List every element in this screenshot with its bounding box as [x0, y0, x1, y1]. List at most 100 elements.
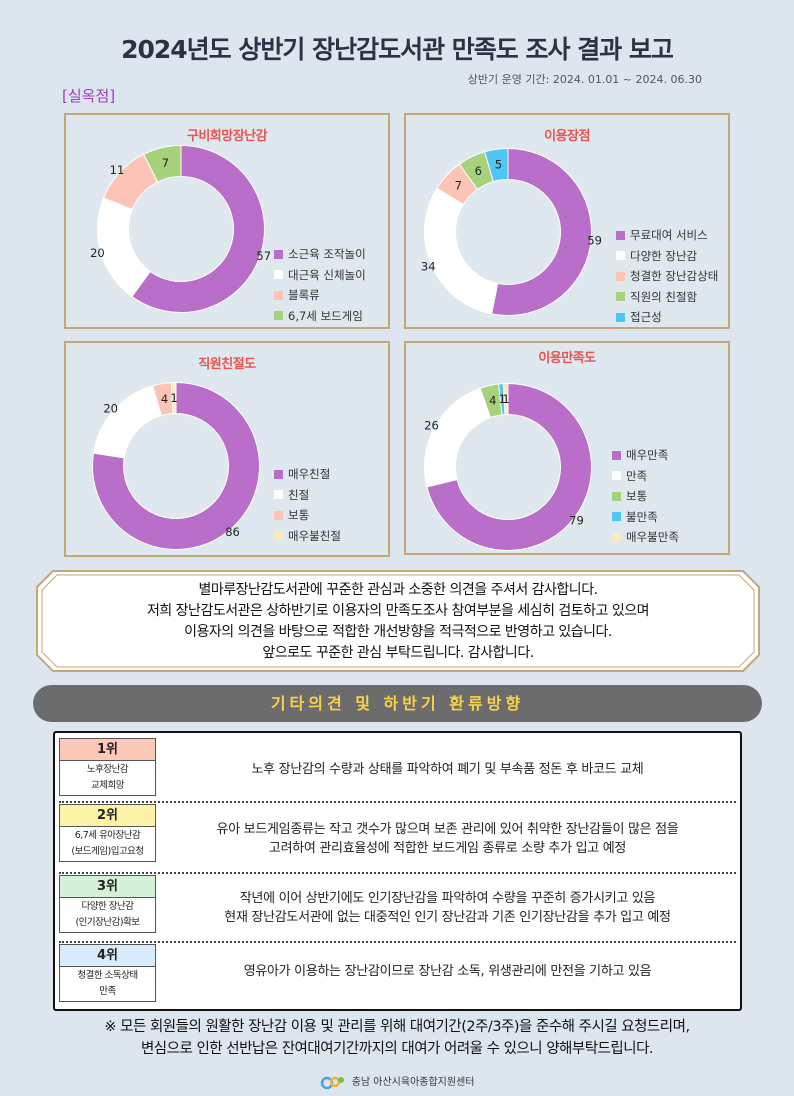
chart-title: 직원친절도: [198, 357, 256, 372]
legend-swatch: [616, 230, 625, 240]
chart-card-desired-toys: 구비희망장난감 57 20 11 7 소근육 조작놀이 대근육 신체놀이 블록류 6,7세 …: [64, 113, 390, 329]
slice-value-label: 57: [256, 249, 271, 263]
chart-legend: 소근육 조작놀이 대근육 신체놀이 블록류 6,7세 보드게임: [274, 244, 366, 326]
legend-item: 블록류: [274, 285, 366, 306]
legend-item: 대근육 신체놀이: [274, 265, 366, 286]
legend-swatch: [616, 271, 625, 281]
legend-swatch: [274, 290, 283, 300]
rank-label: 4위: [60, 945, 155, 967]
thank-you-message: 별마루장난감도서관에 꾸준한 관심과 소중한 의견을 주셔서 감사합니다. 저희…: [33, 567, 763, 675]
legend-item: 보통: [612, 486, 679, 507]
row-text: 영유아가 이용하는 장난감이므로 장난감 소독, 위생관리에 만전을 기하고 있…: [243, 964, 652, 979]
slice-value-label: 79: [569, 514, 584, 528]
section-banner: 기타의견 및 하반기 환류방향: [33, 685, 762, 722]
legend-item: 만족: [612, 466, 679, 487]
legend-swatch: [274, 531, 283, 541]
legend-swatch: [612, 471, 621, 481]
legend-label: 매우불만족: [626, 530, 679, 545]
rank-desc: 청결한 소독상태: [77, 970, 138, 981]
rank-box: 1위 노후장난감 교체희망: [59, 738, 156, 796]
rank-label: 1위: [60, 739, 155, 761]
slice-value-label: 1: [499, 392, 506, 406]
donut-slice: [170, 381, 177, 415]
legend-item: 소근육 조작놀이: [274, 244, 366, 265]
legend-swatch: [616, 292, 625, 302]
legend-swatch: [274, 490, 283, 500]
legend-item: 불만족: [612, 507, 679, 528]
legend-label: 청결한 장난감상태: [630, 269, 719, 284]
operating-period: 상반기 운영 기간: 2024. 01.01 ~ 2024. 06.30: [467, 73, 702, 86]
slice-value-label: 1: [502, 392, 509, 406]
notice-line: 변심으로 인한 선반납은 잔여대여기간까지의 대여가 어려울 수 있으니 양해부…: [140, 1041, 654, 1057]
slice-value-label: 7: [455, 179, 462, 193]
table-row: 2위 6,7세 유아장난감 (보드게임)입고요청 유아 보드게임종류는 작고 갯수…: [55, 804, 740, 872]
row-divider: [59, 801, 736, 803]
notice-line: ※ 모든 회원들의 원활한 장난감 이용 및 관리를 위해 대여기간(2주/3주…: [104, 1019, 690, 1035]
slice-value-label: 26: [424, 419, 439, 433]
rank-desc: 6,7세 유아장난감: [74, 830, 141, 841]
slice-value-label: 1: [170, 391, 177, 405]
slice-value-label: 4: [489, 394, 496, 408]
slice-value-label: 6: [475, 164, 482, 178]
donut-slice: [424, 387, 492, 488]
legend-item: 직원의 친절함: [616, 287, 718, 308]
donut-slice: [484, 147, 509, 183]
slice-value-label: 86: [225, 525, 240, 539]
legend-swatch: [612, 491, 621, 501]
legend-label: 매우만족: [626, 448, 669, 463]
donut-slice: [92, 381, 260, 550]
chart-title: 이용장점: [544, 129, 590, 144]
rank-desc: 교체희망: [91, 780, 124, 791]
legend-label: 불만족: [626, 509, 658, 524]
legend-item: 청결한 장난감상태: [616, 266, 718, 287]
donut-chart: 86 20 4 1: [92, 381, 260, 550]
legend-swatch: [612, 450, 621, 460]
row-text: 노후 장난감의 수량과 상태를 파악하여 폐기 및 부속품 정돈 후 바코드 교…: [251, 762, 644, 777]
donut-slice: [143, 144, 182, 183]
slice-value-label: 11: [110, 163, 125, 177]
legend-item: 접근성: [616, 307, 718, 328]
legend-label: 매우불친절: [288, 528, 341, 543]
legend-item: 매우만족: [612, 445, 679, 466]
legend-swatch: [274, 311, 283, 321]
center-logo-icon: [320, 1076, 344, 1090]
feedback-table: 1위 노후장난감 교체희망 노후 장난감의 수량과 상태를 파악하여 폐기 및 부…: [53, 731, 742, 1011]
legend-label: 직원의 친절함: [630, 289, 698, 304]
donut-slice: [97, 197, 151, 298]
slice-value-label: 5: [495, 158, 502, 172]
table-row: 3위 다양한 장난감 (인기장난감)확보 작년에 이어 상반기에도 인기장난감을 …: [55, 875, 740, 941]
rank-desc: (보드게임)입고요청: [71, 846, 144, 857]
legend-swatch: [274, 249, 283, 259]
chart-card-advantages: 이용장점 59 34 7 6 5 무료대여 서비스 다양한 장난감 청결한 장난감상태 직원의…: [404, 113, 730, 329]
legend-swatch: [612, 512, 621, 522]
legend-item: 매우불만족: [612, 527, 679, 548]
row-text: 유아 보드게임종류는 작고 갯수가 많으며 보존 관리에 있어 취약한 장난감들…: [216, 822, 679, 837]
donut-chart: 59 34 76 5: [421, 147, 602, 316]
donut-slice: [131, 144, 265, 313]
legend-label: 보통: [288, 508, 310, 523]
rank-desc: (인기장난감)확보: [75, 917, 140, 928]
legend-label: 소근육 조작놀이: [288, 247, 366, 262]
donut-slice: [502, 382, 509, 416]
legend-item: 보통: [274, 505, 341, 526]
legend-swatch: [274, 270, 283, 280]
legend-item: 다양한 장난감: [616, 246, 718, 267]
chart-legend: 무료대여 서비스 다양한 장난감 청결한 장난감상태 직원의 친절함 접근성: [616, 225, 718, 328]
legend-item: 매우친절: [274, 464, 341, 485]
table-row: 1위 노후장난감 교체희망 노후 장난감의 수량과 상태를 파악하여 폐기 및 부…: [55, 733, 740, 801]
slice-value-label: 7: [162, 156, 169, 170]
donut-slice: [424, 187, 499, 315]
footer: 충남 아산시육아종합지원센터: [0, 1073, 794, 1090]
legend-swatch: [616, 312, 625, 322]
rank-desc: 만족: [99, 986, 116, 997]
decorative-frame: [36, 570, 760, 672]
row-text: 고려하여 관리효율성에 적합한 보드게임 종류로 소량 추가 입고 예정: [268, 841, 627, 856]
legend-label: 만족: [626, 468, 648, 483]
message-line: 별마루장난감도서관에 꾸준한 관심과 소중한 의견을 주셔서 감사합니다.: [198, 582, 598, 598]
legend-label: 대근육 신체놀이: [288, 267, 366, 282]
legend-label: 친절: [288, 487, 310, 502]
